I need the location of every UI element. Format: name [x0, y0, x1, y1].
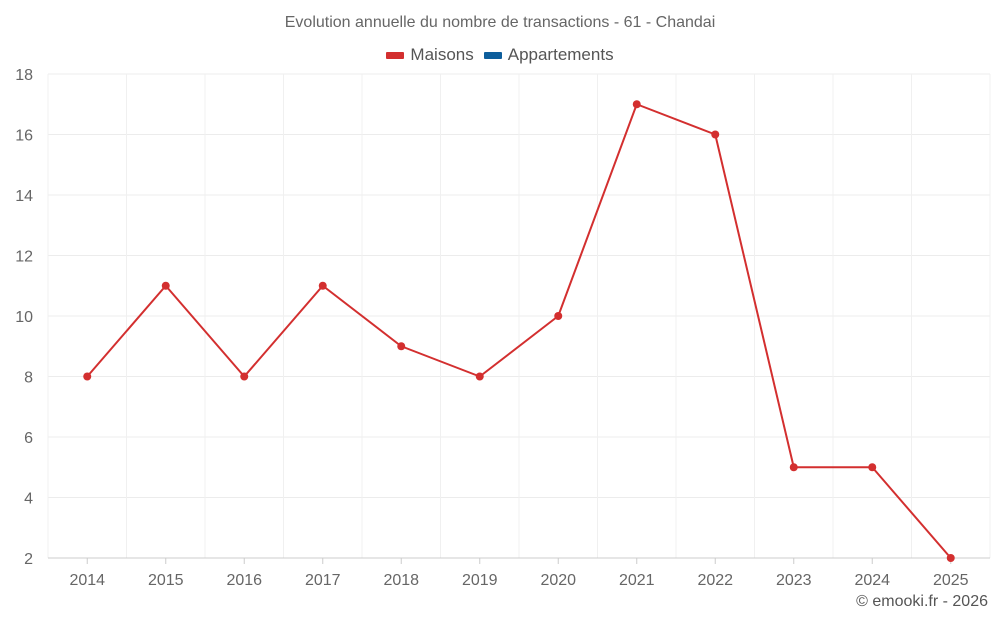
series-line-maisons: [86, 103, 952, 559]
data-point: [240, 372, 249, 381]
x-tick-label: 2022: [697, 572, 733, 589]
chart-title: Evolution annuelle du nombre de transact…: [284, 14, 716, 31]
credit-text: © emooki.fr - 2026: [856, 593, 988, 610]
y-tick-label: 12: [15, 249, 33, 266]
legend-label-appartements: Appartements: [507, 45, 614, 64]
data-point: [711, 130, 720, 139]
data-point: [946, 554, 955, 562]
legend: Maisons Appartements: [0, 45, 1000, 65]
x-tick-label: 2019: [462, 572, 498, 589]
x-tick-label: 2020: [540, 572, 576, 589]
legend-item-maisons[interactable]: Maisons: [386, 45, 474, 65]
y-tick-label: 6: [24, 430, 33, 447]
y-tick-label: 14: [15, 188, 33, 205]
y-tick-label: 2: [24, 551, 33, 568]
x-tick-label: 2018: [383, 572, 419, 589]
legend-item-appartements[interactable]: Appartements: [483, 45, 614, 65]
x-tick-label: 2021: [619, 572, 655, 589]
x-tick-label: 2016: [226, 572, 262, 589]
data-point: [475, 372, 484, 381]
y-tick-label: 10: [15, 309, 33, 326]
data-point: [83, 372, 92, 381]
data-point: [554, 312, 563, 320]
y-tick-label: 4: [24, 491, 33, 508]
legend-swatch-appartements: [483, 51, 502, 59]
data-point: [397, 342, 406, 351]
x-tick-label: 2014: [69, 572, 105, 589]
x-tick-label: 2023: [776, 572, 812, 589]
data-point: [789, 463, 798, 472]
data-point: [318, 281, 327, 290]
y-tick-label: 16: [15, 128, 33, 145]
y-tick-label: 8: [24, 370, 33, 387]
legend-swatch-maisons: [386, 51, 405, 59]
data-point: [161, 281, 170, 290]
y-tick-label: 18: [15, 67, 33, 84]
x-tick-label: 2025: [933, 572, 969, 589]
data-point: [868, 463, 877, 472]
data-point: [632, 100, 641, 109]
x-tick-label: 2015: [148, 572, 184, 589]
x-tick-label: 2017: [305, 572, 341, 589]
x-tick-label: 2024: [854, 572, 890, 589]
legend-label-maisons: Maisons: [410, 45, 474, 64]
